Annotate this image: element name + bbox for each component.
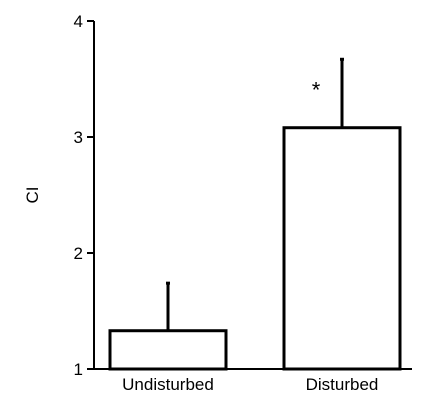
y-tick-label: 1 (74, 360, 83, 379)
y-tick-label: 2 (74, 244, 83, 263)
y-axis-title: CI (23, 187, 42, 204)
category-label: Undisturbed (122, 375, 214, 394)
y-tick-label: 4 (74, 12, 83, 31)
bar-undisturbed (108, 329, 228, 371)
y-tick-label: 3 (74, 128, 83, 147)
category-label: Disturbed (306, 375, 379, 394)
bars: * (108, 57, 402, 371)
category-labels: Undisturbed Disturbed (122, 375, 378, 394)
y-ticks: 1 2 3 4 (74, 12, 94, 379)
significance-marker: * (312, 77, 321, 102)
bar-disturbed (282, 126, 402, 371)
